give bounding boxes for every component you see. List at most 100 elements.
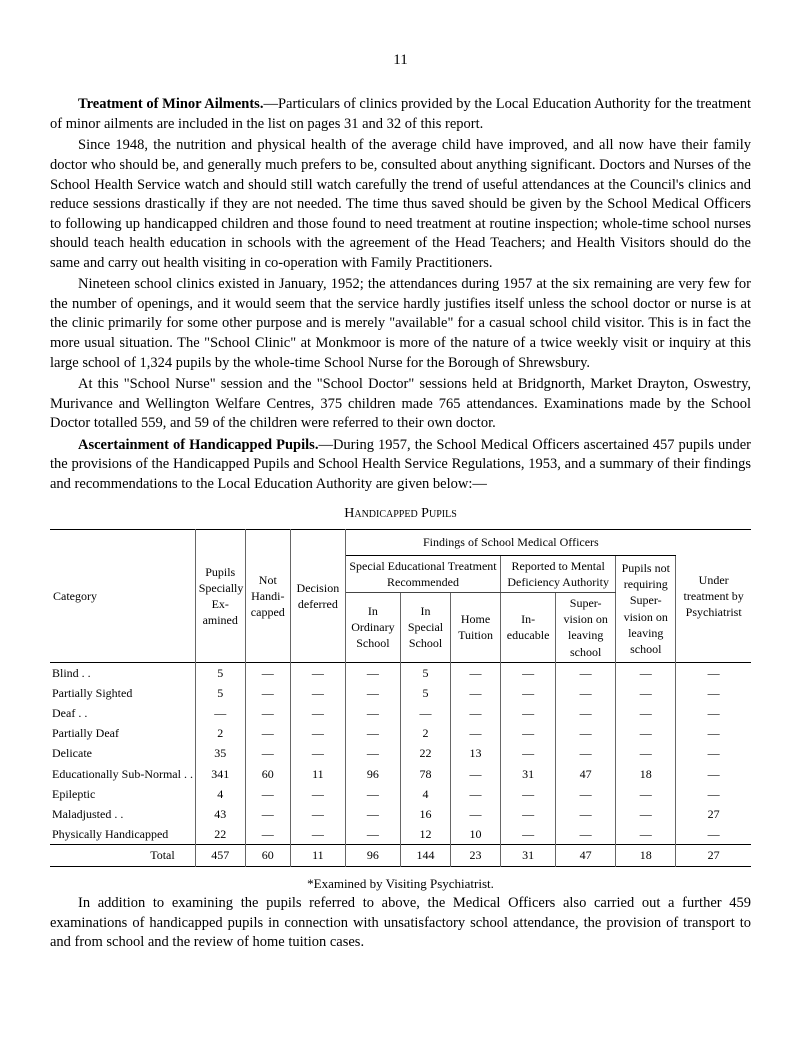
total-cell: 11 xyxy=(290,845,345,866)
cell: — xyxy=(451,683,501,703)
th-super-vision: Super- vision on leaving school xyxy=(556,592,616,662)
cell: — xyxy=(451,662,501,683)
th-in-ordinary: In Ordinary School xyxy=(345,592,400,662)
cell: — xyxy=(616,683,676,703)
row-label: Partially Deaf xyxy=(50,723,195,743)
cell: — xyxy=(556,723,616,743)
cell: 43 xyxy=(195,804,245,824)
cell: — xyxy=(676,764,751,784)
total-cell: 60 xyxy=(245,845,290,866)
total-row: Total4576011961442331471827 xyxy=(50,845,751,866)
cell: 5 xyxy=(195,662,245,683)
row-label: Partially Sighted xyxy=(50,683,195,703)
cell: — xyxy=(676,784,751,804)
cell: — xyxy=(451,804,501,824)
total-cell: 27 xyxy=(676,845,751,866)
cell: — xyxy=(501,743,556,763)
cell: — xyxy=(400,703,450,723)
cell: — xyxy=(556,683,616,703)
total-cell: 47 xyxy=(556,845,616,866)
row-label: Delicate xyxy=(50,743,195,763)
cell: 60 xyxy=(245,764,290,784)
footnote: *Examined by Visiting Psychiatrist. xyxy=(50,875,751,893)
cell: — xyxy=(676,723,751,743)
cell: 16 xyxy=(400,804,450,824)
cell: — xyxy=(676,743,751,763)
cell: 2 xyxy=(400,723,450,743)
total-cell: 457 xyxy=(195,845,245,866)
cell: 10 xyxy=(451,824,501,845)
total-cell: 96 xyxy=(345,845,400,866)
table-row: Epileptic4———4————— xyxy=(50,784,751,804)
cell: 13 xyxy=(451,743,501,763)
th-under: Under treatment by Psychiatrist xyxy=(676,530,751,662)
row-label: Physically Handicapped xyxy=(50,824,195,845)
total-cell: 31 xyxy=(501,845,556,866)
table-row: Delicate35———2213———— xyxy=(50,743,751,763)
cell: — xyxy=(345,683,400,703)
closing-paragraph: In addition to examining the pupils refe… xyxy=(50,894,751,953)
cell: 5 xyxy=(400,683,450,703)
cell: — xyxy=(290,743,345,763)
th-in-educable: In- educable xyxy=(501,592,556,662)
cell: — xyxy=(501,824,556,845)
cell: — xyxy=(556,804,616,824)
total-cell: 18 xyxy=(616,845,676,866)
cell: 2 xyxy=(195,723,245,743)
cell: — xyxy=(345,804,400,824)
cell: 78 xyxy=(400,764,450,784)
cell: 5 xyxy=(195,683,245,703)
paragraph-2: Since 1948, the nutrition and physical h… xyxy=(50,136,751,273)
th-pupils-not: Pupils not requiring Super- vision on le… xyxy=(616,555,676,662)
cell: 4 xyxy=(400,784,450,804)
cell: — xyxy=(616,723,676,743)
cell: — xyxy=(616,743,676,763)
cell: — xyxy=(451,764,501,784)
row-label: Educationally Sub-Normal . . xyxy=(50,764,195,784)
cell: — xyxy=(501,703,556,723)
cell: — xyxy=(616,784,676,804)
cell: — xyxy=(245,784,290,804)
th-findings: Findings of School Medical Officers xyxy=(345,530,675,555)
cell: 22 xyxy=(400,743,450,763)
cell: — xyxy=(245,683,290,703)
th-in-special: In Special School xyxy=(400,592,450,662)
cell: — xyxy=(556,784,616,804)
th-special-span: Special Educational Treatment Recommende… xyxy=(345,555,500,592)
cell: 11 xyxy=(290,764,345,784)
cell: — xyxy=(676,683,751,703)
cell: 12 xyxy=(400,824,450,845)
cell: — xyxy=(195,703,245,723)
cell: 341 xyxy=(195,764,245,784)
cell: 5 xyxy=(400,662,450,683)
th-decision: Decision deferred xyxy=(290,530,345,662)
cell: — xyxy=(290,683,345,703)
table-row: Partially Sighted5———5————— xyxy=(50,683,751,703)
table-row: Maladjusted . .43———16————27 xyxy=(50,804,751,824)
total-cell: 23 xyxy=(451,845,501,866)
cell: — xyxy=(556,743,616,763)
cell: — xyxy=(501,784,556,804)
cell: — xyxy=(345,784,400,804)
cell: — xyxy=(676,824,751,845)
paragraph-5: Ascertainment of Handicapped Pupils.—Dur… xyxy=(50,436,751,495)
cell: — xyxy=(451,723,501,743)
cell: 27 xyxy=(676,804,751,824)
cell: — xyxy=(556,662,616,683)
cell: — xyxy=(616,824,676,845)
cell: — xyxy=(245,662,290,683)
th-pupils: Pupils Specially Ex- amined xyxy=(195,530,245,662)
cell: — xyxy=(556,824,616,845)
cell: — xyxy=(501,723,556,743)
p5-lead: Ascertainment of Handicapped Pupils. xyxy=(78,437,318,453)
paragraph-1: Treatment of Minor Ailments.—Particulars… xyxy=(50,95,751,134)
cell: — xyxy=(451,784,501,804)
cell: 35 xyxy=(195,743,245,763)
cell: — xyxy=(245,824,290,845)
total-label: Total xyxy=(50,845,195,866)
row-label: Maladjusted . . xyxy=(50,804,195,824)
cell: — xyxy=(245,723,290,743)
cell: — xyxy=(616,662,676,683)
th-nothandi: Not Handi- capped xyxy=(245,530,290,662)
cell: — xyxy=(676,662,751,683)
